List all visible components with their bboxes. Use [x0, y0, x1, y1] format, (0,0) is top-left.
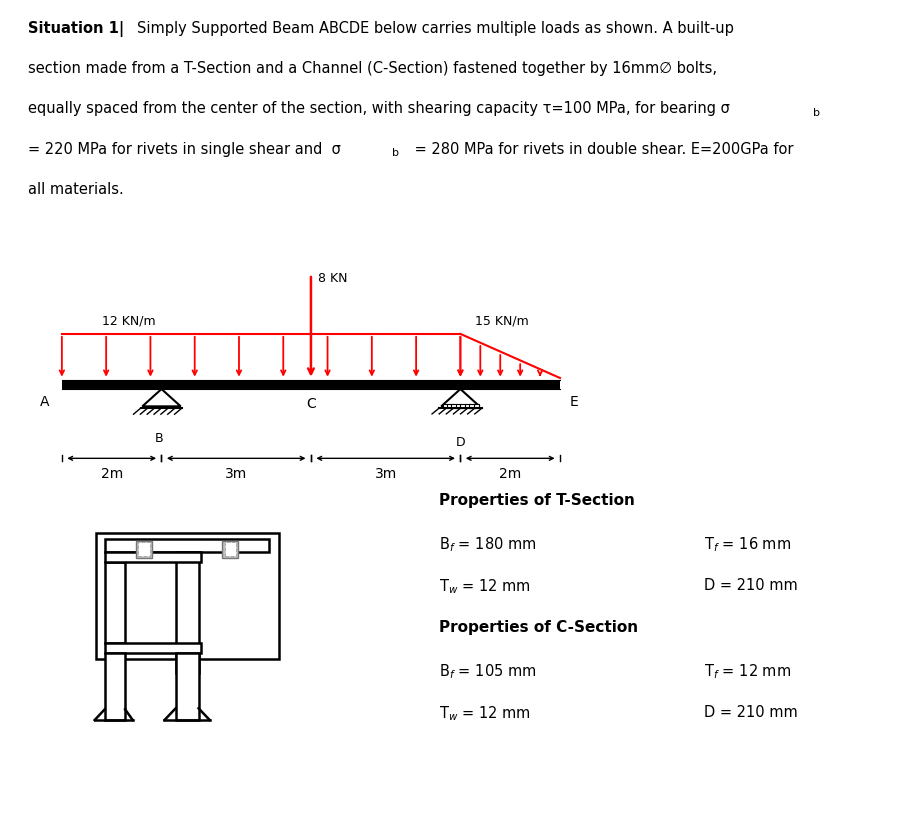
Text: D = 210 mm: D = 210 mm	[704, 578, 797, 592]
Bar	[104, 552, 201, 562]
Text: T$_f$ = 16 mm: T$_f$ = 16 mm	[704, 535, 791, 554]
Bar	[474, 403, 480, 407]
Text: 2m: 2m	[499, 467, 521, 481]
Text: E: E	[570, 396, 578, 409]
Text: T$_w$ = 12 mm: T$_w$ = 12 mm	[440, 705, 531, 723]
Text: B$_f$ = 180 mm: B$_f$ = 180 mm	[440, 535, 537, 554]
Text: section made from a T-Section and a Channel (C-Section) fastened together by 16m: section made from a T-Section and a Chan…	[28, 61, 717, 76]
Bar	[447, 403, 453, 407]
Bar	[136, 541, 152, 558]
Bar	[104, 643, 201, 653]
Bar	[104, 653, 125, 720]
Text: Properties of C-Section: Properties of C-Section	[440, 620, 638, 635]
Bar	[104, 539, 270, 552]
Text: b: b	[813, 108, 821, 118]
Text: 12 KN/m: 12 KN/m	[102, 315, 155, 328]
Text: 3m: 3m	[225, 467, 248, 481]
Text: = 220 MPa for rivets in single shear and  σ: = 220 MPa for rivets in single shear and…	[28, 142, 341, 157]
Text: B: B	[154, 432, 164, 444]
Text: 3m: 3m	[374, 467, 396, 481]
Text: T$_f$ = 12 mm: T$_f$ = 12 mm	[704, 662, 791, 681]
Bar	[460, 403, 466, 407]
Text: D = 210 mm: D = 210 mm	[704, 705, 797, 720]
Bar	[456, 403, 461, 407]
Text: Situation 1|: Situation 1|	[28, 21, 124, 37]
Bar	[443, 403, 448, 407]
Bar	[62, 380, 560, 389]
Text: = 280 MPa for rivets in double shear. E=200GPa for: = 280 MPa for rivets in double shear. E=…	[409, 142, 793, 157]
Bar	[176, 653, 199, 720]
Text: equally spaced from the center of the section, with shearing capacity τ=100 MPa,: equally spaced from the center of the se…	[28, 102, 730, 117]
Bar	[176, 552, 199, 673]
Bar	[465, 403, 470, 407]
Bar	[469, 403, 475, 407]
Text: D: D	[456, 436, 465, 449]
Bar	[452, 403, 457, 407]
Bar	[139, 543, 150, 556]
Text: C: C	[306, 397, 316, 411]
Bar	[104, 562, 125, 643]
Text: A: A	[40, 396, 49, 409]
Text: Simply Supported Beam ABCDE below carries multiple loads as shown. A built-up: Simply Supported Beam ABCDE below carrie…	[138, 21, 735, 36]
Bar	[225, 543, 236, 556]
Bar	[96, 533, 278, 659]
Text: 8 KN: 8 KN	[319, 272, 348, 286]
Text: 15 KN/m: 15 KN/m	[475, 315, 529, 328]
Text: T$_w$ = 12 mm: T$_w$ = 12 mm	[440, 578, 531, 596]
Bar	[222, 541, 238, 558]
Text: 2m: 2m	[101, 467, 123, 481]
Text: Properties of T-Section: Properties of T-Section	[440, 493, 636, 508]
Text: b: b	[392, 148, 399, 158]
Text: B$_f$ = 105 mm: B$_f$ = 105 mm	[440, 662, 537, 681]
Text: all materials.: all materials.	[28, 182, 124, 197]
